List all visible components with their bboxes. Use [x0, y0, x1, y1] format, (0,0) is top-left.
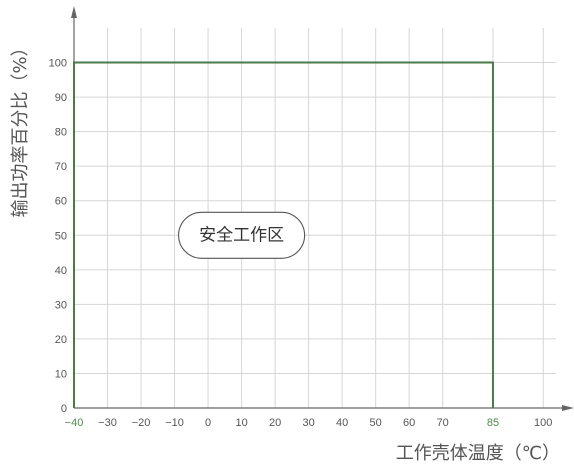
x-tick-label: −20 [132, 417, 151, 429]
y-tick-label: 20 [55, 334, 67, 346]
x-axis-title: 工作壳体温度（℃） [396, 443, 560, 464]
y-tick-label: 50 [55, 230, 67, 242]
y-axis-title: 输出功率百分比（%） [10, 38, 31, 217]
series-layer [73, 61, 494, 408]
y-tick-label: 10 [55, 368, 67, 380]
y-axis-arrow-icon [71, 6, 77, 18]
derating-curve [73, 61, 494, 408]
x-tick-label: 70 [437, 417, 449, 429]
x-tick-label: 10 [235, 417, 247, 429]
x-tick-label: 85 [487, 417, 499, 429]
x-tick-label: −40 [65, 417, 84, 429]
y-tick-label: 80 [55, 127, 67, 139]
grid [73, 28, 556, 409]
tick-labels: −40 −30 −20 −10 0 10 20 30 40 50 60 70 85 100 0 10 20 30 4… [49, 58, 553, 429]
y-tick-label: 40 [55, 265, 67, 277]
axes [71, 6, 574, 411]
x-tick-label: 100 [534, 417, 552, 429]
y-tick-label: 90 [55, 92, 67, 104]
x-tick-label: 60 [403, 417, 415, 429]
x-tick-label: 50 [370, 417, 382, 429]
safe-zone-label: 安全工作区 [199, 225, 284, 245]
safe-zone-outline [178, 211, 306, 259]
x-tick-label: 20 [269, 417, 281, 429]
y-tick-label: 70 [55, 161, 67, 173]
y-tick-label: 30 [55, 299, 67, 311]
y-tick-label: 60 [55, 196, 67, 208]
y-tick-label: 100 [49, 58, 67, 70]
x-tick-label: 30 [302, 417, 314, 429]
y-tick-label: 0 [61, 403, 67, 415]
x-tick-label: 0 [205, 417, 211, 429]
x-tick-label: 40 [336, 417, 348, 429]
annotation: 安全工作区 [178, 211, 306, 259]
x-tick-label: −10 [165, 417, 184, 429]
x-tick-label: −30 [98, 417, 117, 429]
x-axis-arrow-icon [562, 405, 574, 411]
